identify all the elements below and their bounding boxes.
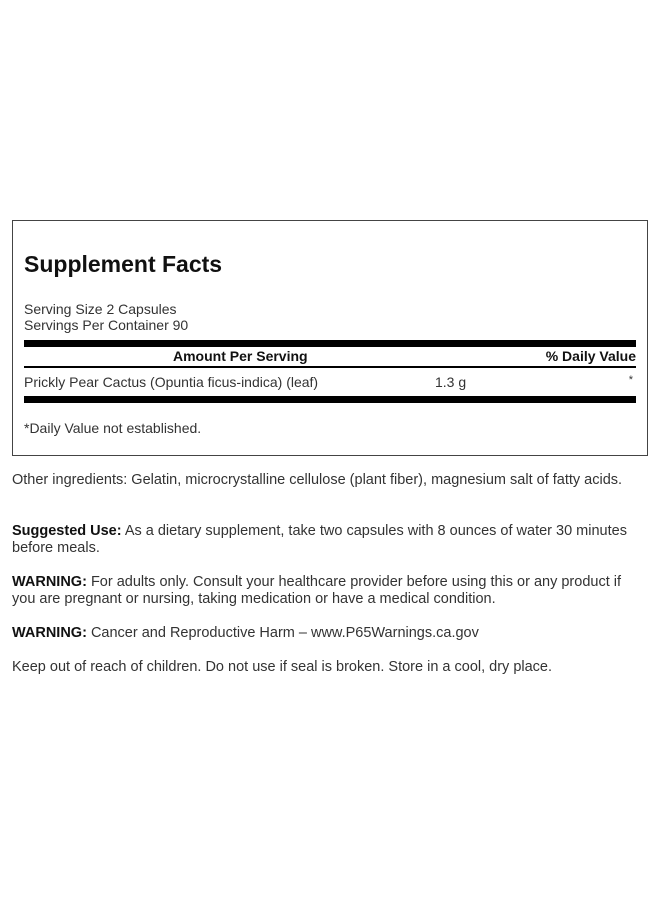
other-ingredients: Other ingredients: Gelatin, microcrystal… (12, 472, 623, 488)
daily-value-header: % Daily Value (545, 348, 636, 364)
footnote: *Daily Value not established. (24, 420, 202, 436)
warning-text: For adults only. Consult your healthcare… (12, 574, 622, 607)
ingredient-dv: * (628, 374, 633, 386)
storage-instructions: Keep out of reach of children. Do not us… (12, 659, 553, 675)
suggested-use-label: Suggested Use: (12, 523, 122, 539)
serving-info: Serving Size 2 Capsules Servings Per Con… (24, 301, 188, 333)
serving-size: Serving Size 2 Capsules (24, 301, 177, 317)
thin-divider (24, 366, 636, 368)
warning-prop65: WARNING: Cancer and Reproductive Harm – … (12, 625, 642, 642)
suggested-use: Suggested Use: As a dietary supplement, … (12, 523, 642, 557)
warning-general: WARNING: For adults only. Consult your h… (12, 574, 642, 608)
servings-per-container: Servings Per Container 90 (24, 317, 189, 333)
warning-label: WARNING: (12, 625, 87, 641)
thick-divider (24, 396, 636, 403)
panel-title: Supplement Facts (24, 251, 223, 277)
supplement-facts-panel: Supplement Facts Serving Size 2 Capsules… (12, 220, 648, 456)
warning-text: Cancer and Reproductive Harm – www.P65Wa… (86, 625, 479, 641)
amount-header: Amount Per Serving (173, 348, 308, 364)
ingredient-name: Prickly Pear Cactus (Opuntia ficus-indic… (24, 374, 319, 390)
suggested-use-text: As a dietary supplement, take two capsul… (12, 523, 627, 556)
thick-divider (24, 340, 636, 347)
ingredient-amount: 1.3 g (435, 374, 467, 390)
warning-label: WARNING: (12, 574, 87, 590)
